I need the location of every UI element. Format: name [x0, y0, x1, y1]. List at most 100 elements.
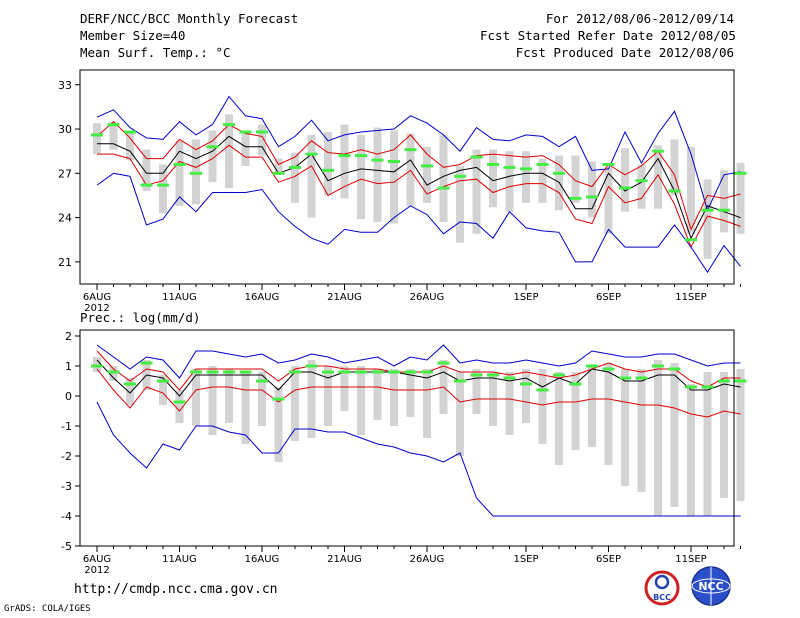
variable-label: Mean Surf. Temp.: °C: [80, 45, 231, 60]
median-marker: [272, 171, 285, 175]
median-marker: [355, 370, 367, 374]
spread-box: [109, 121, 118, 150]
median-marker: [487, 162, 499, 166]
x-tick-label: 16AUG: [245, 554, 280, 565]
spread-box: [324, 131, 332, 196]
median-marker: [223, 370, 235, 374]
member-size-label: Member Size=40: [80, 28, 186, 43]
median-marker: [536, 388, 549, 392]
median-marker: [190, 171, 202, 175]
median-marker: [553, 171, 565, 175]
median-marker: [322, 168, 334, 172]
panel-1: 21 24 27 30 33 6AUG 11AUG 16AUG 21AUG 26AUG 1SEP 6S…: [58, 69, 747, 314]
y-tick-label: 1: [65, 360, 72, 373]
median-marker: [685, 385, 697, 389]
logos: BCC NCC: [644, 566, 731, 606]
bcc-logo-text: BCC: [653, 593, 671, 602]
series-ensemble-min: [96, 172, 741, 274]
spread-box: [373, 369, 382, 420]
median-marker: [602, 367, 615, 371]
spread-box: [340, 366, 349, 411]
x-tick-label: 6SEP: [596, 292, 621, 303]
median-marker: [404, 370, 417, 374]
series-mean-minus-sd: [97, 144, 741, 249]
median-marker: [454, 174, 466, 178]
y-tick-label: 33: [58, 79, 72, 92]
spread-box: [654, 145, 662, 209]
median-marker: [239, 130, 252, 134]
median-marker: [371, 370, 384, 374]
median-marker: [421, 164, 433, 168]
spread-box: [307, 360, 316, 438]
spread-box: [241, 372, 250, 444]
series-ensemble-mean: [97, 135, 741, 240]
median-marker: [569, 382, 582, 386]
spread-box: [390, 130, 398, 224]
median-marker: [470, 373, 483, 377]
spread-box: [93, 123, 101, 155]
median-marker: [734, 379, 747, 383]
spread-box: [423, 369, 431, 438]
median-marker: [140, 361, 153, 365]
median-marker: [190, 370, 202, 374]
x-tick-label: 6SEP: [596, 554, 621, 565]
spread-box: [159, 375, 167, 405]
source-url[interactable]: http://cmdp.ncc.cma.gov.cn: [74, 582, 278, 597]
median-marker: [338, 154, 351, 158]
spread-box: [126, 378, 134, 405]
x-tick-label: 11AUG: [162, 292, 197, 303]
forecast-produced-date: Fcst Produced Date 2012/08/06: [515, 45, 734, 60]
median-marker: [124, 130, 136, 134]
forecast-period: For 2012/08/06-2012/09/14: [545, 11, 734, 26]
spread-box: [571, 155, 580, 203]
y-tick-label: -1: [61, 420, 72, 433]
spread-box: [720, 372, 728, 498]
median-marker: [619, 376, 631, 380]
median-marker: [107, 370, 120, 374]
spread-box: [241, 133, 250, 166]
median-marker: [388, 370, 400, 374]
spread-box: [621, 369, 629, 486]
median-marker: [652, 364, 664, 368]
median-marker: [157, 379, 169, 383]
spread-box: [159, 164, 167, 214]
spread-box: [505, 151, 514, 212]
median-marker: [503, 376, 516, 380]
median-marker: [520, 167, 532, 171]
spread-box: [571, 372, 580, 450]
spread-box: [175, 140, 184, 206]
spread-box: [175, 390, 184, 423]
spread-box: [274, 387, 283, 462]
median-marker: [404, 148, 417, 152]
spread-box: [225, 114, 233, 189]
x-tick-label: 6AUG: [83, 554, 111, 565]
median-marker: [619, 186, 631, 190]
spread-box: [687, 384, 695, 516]
median-marker: [338, 370, 351, 374]
median-marker: [239, 370, 252, 374]
header-right: For 2012/08/06-2012/09/14 Fcst Started R…: [480, 10, 736, 61]
bcc-logo-swirl: [654, 574, 670, 590]
plot-frame: [79, 329, 735, 547]
median-marker: [569, 196, 582, 200]
x-tick-label: 1SEP: [513, 554, 538, 565]
median-marker: [371, 158, 384, 162]
spread-box: [538, 158, 547, 203]
median-marker: [91, 133, 103, 137]
median-marker: [586, 195, 598, 199]
x-tick-label: 21AUG: [327, 292, 362, 303]
median-marker: [91, 364, 103, 368]
median-marker: [388, 160, 400, 164]
median-marker: [173, 162, 186, 166]
series-mean-plus-sd: [96, 350, 741, 391]
spread-box: [423, 146, 431, 203]
spread-box: [670, 139, 679, 196]
x-tick-label: 11SEP: [675, 554, 706, 565]
median-marker: [701, 385, 714, 389]
median-marker: [454, 379, 466, 383]
y-tick-label: 21: [58, 256, 72, 269]
spread-box: [621, 148, 629, 212]
spread-box: [670, 363, 679, 507]
median-marker: [107, 123, 120, 127]
